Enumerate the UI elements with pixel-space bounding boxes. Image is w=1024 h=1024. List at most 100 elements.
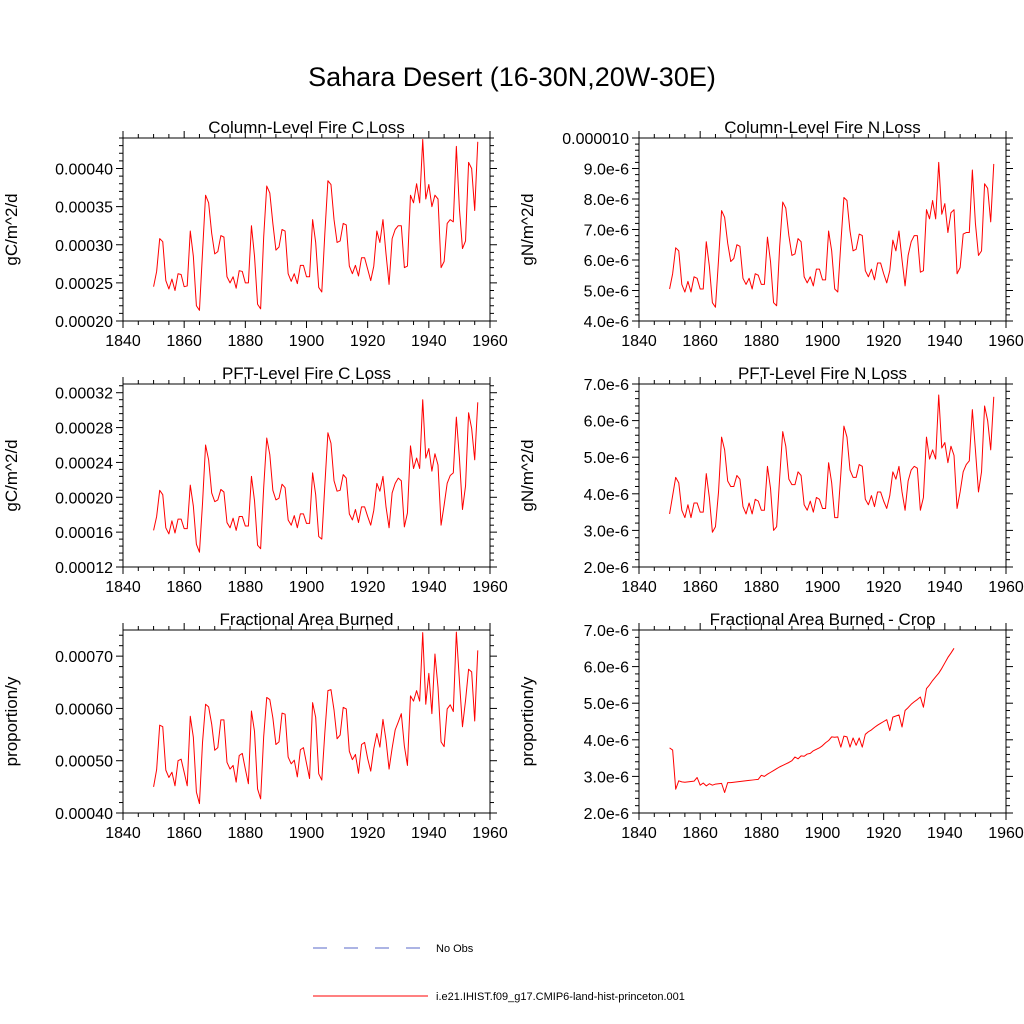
y-tick-label: 0.00028 bbox=[55, 421, 113, 438]
legend-label-2: i.e21.IHIST.f09_g17.CMIP6-land-hist-prin… bbox=[436, 991, 685, 1003]
y-tick-label: 6.0e-6 bbox=[584, 253, 629, 270]
data-series-line bbox=[669, 161, 995, 308]
panel-title: Column-Level Fire C Loss bbox=[208, 118, 405, 137]
y-tick-label: 0.00050 bbox=[55, 754, 113, 771]
y-axis-label: gN/m^2/d bbox=[518, 439, 537, 511]
y-tick-label: 0.00032 bbox=[55, 386, 113, 403]
x-tick-label: 1860 bbox=[682, 333, 718, 350]
plot-frame bbox=[122, 383, 491, 568]
data-series-line bbox=[153, 399, 479, 553]
y-axis-label: gC/m^2/d bbox=[2, 193, 21, 265]
plot-frame bbox=[638, 629, 1007, 814]
x-tick-label: 1940 bbox=[927, 579, 963, 596]
data-series-line bbox=[669, 394, 995, 533]
x-tick-label: 1880 bbox=[744, 825, 780, 842]
panel-title: Fractional Area Burned - Crop bbox=[710, 610, 936, 629]
plot-frame bbox=[122, 137, 491, 322]
x-tick-label: 1960 bbox=[472, 579, 508, 596]
x-tick-label: 1880 bbox=[744, 579, 780, 596]
data-series-line bbox=[669, 648, 955, 793]
x-tick-label: 1900 bbox=[805, 579, 841, 596]
x-tick-label: 1920 bbox=[866, 579, 902, 596]
y-tick-label: 4.0e-6 bbox=[584, 314, 629, 331]
x-tick-label: 1900 bbox=[289, 333, 325, 350]
x-tick-label: 1860 bbox=[166, 579, 202, 596]
x-tick-label: 1960 bbox=[988, 333, 1024, 350]
panel-title: Fractional Area Burned bbox=[220, 610, 394, 629]
x-tick-label: 1960 bbox=[472, 825, 508, 842]
chart-panel-3: PFT-Level Fire C Loss gC/m^2/d 1840 1860 188… bbox=[2, 364, 508, 596]
x-tick-label: 1860 bbox=[682, 579, 718, 596]
panel-title: Column-Level Fire N Loss bbox=[724, 118, 921, 137]
figure-title: Sahara Desert (16-30N,20W-30E) bbox=[308, 62, 716, 92]
y-axis-label: proportion/y bbox=[518, 676, 537, 766]
y-tick-label: 0.00060 bbox=[55, 701, 113, 718]
y-tick-label: 6.0e-6 bbox=[584, 660, 629, 677]
plot-frame bbox=[638, 383, 1007, 568]
y-axis-label: proportion/y bbox=[2, 676, 21, 766]
y-tick-label: 0.00024 bbox=[55, 455, 113, 472]
x-tick-label: 1940 bbox=[411, 333, 447, 350]
x-tick-label: 1840 bbox=[621, 579, 657, 596]
y-tick-label: 0.00040 bbox=[55, 162, 113, 179]
x-tick-label: 1900 bbox=[289, 825, 325, 842]
x-tick-label: 1920 bbox=[866, 333, 902, 350]
y-tick-label: 0.00020 bbox=[55, 490, 113, 507]
y-axis-label: gN/m^2/d bbox=[518, 193, 537, 265]
x-tick-label: 1920 bbox=[350, 825, 386, 842]
x-tick-label: 1880 bbox=[228, 579, 264, 596]
x-tick-label: 1840 bbox=[621, 333, 657, 350]
x-tick-label: 1860 bbox=[166, 825, 202, 842]
y-tick-label: 2.0e-6 bbox=[584, 806, 629, 823]
y-tick-label: 6.0e-6 bbox=[584, 414, 629, 431]
data-series-line bbox=[153, 631, 479, 805]
chart-panel-2: Column-Level Fire N Loss gN/m^2/d 1840 1860… bbox=[518, 118, 1024, 350]
y-tick-label: 0.00070 bbox=[55, 649, 113, 666]
chart-panel-1: Column-Level Fire C Loss gC/m^2/d 1840 1860… bbox=[2, 118, 508, 350]
y-tick-label: 7.0e-6 bbox=[584, 223, 629, 240]
x-tick-label: 1860 bbox=[682, 825, 718, 842]
y-tick-label: 0.00025 bbox=[55, 276, 113, 293]
legend-label-1: No Obs bbox=[436, 943, 474, 955]
y-tick-label: 4.0e-6 bbox=[584, 733, 629, 750]
x-tick-label: 1960 bbox=[472, 333, 508, 350]
x-tick-label: 1900 bbox=[805, 333, 841, 350]
y-tick-label: 3.0e-6 bbox=[584, 769, 629, 786]
x-tick-label: 1900 bbox=[805, 825, 841, 842]
y-tick-label: 2.0e-6 bbox=[584, 560, 629, 577]
x-tick-label: 1960 bbox=[988, 579, 1024, 596]
x-tick-label: 1960 bbox=[988, 825, 1024, 842]
y-tick-label: 0.00012 bbox=[55, 560, 113, 577]
y-tick-label: 0.00016 bbox=[55, 525, 113, 542]
x-tick-label: 1840 bbox=[621, 825, 657, 842]
panel-title: PFT-Level Fire C Loss bbox=[222, 364, 391, 383]
x-tick-label: 1840 bbox=[105, 825, 141, 842]
x-tick-label: 1860 bbox=[166, 333, 202, 350]
x-tick-label: 1900 bbox=[289, 579, 325, 596]
chart-panel-6: Fractional Area Burned - Crop proportion/… bbox=[518, 610, 1024, 842]
data-series-line bbox=[153, 139, 479, 311]
chart-panel-4: PFT-Level Fire N Loss gN/m^2/d 1840 1860 188… bbox=[518, 364, 1024, 596]
y-tick-label: 7.0e-6 bbox=[584, 377, 629, 394]
legend: No Obs i.e21.IHIST.f09_g17.CMIP6-land-his… bbox=[313, 943, 685, 1003]
x-tick-label: 1940 bbox=[411, 825, 447, 842]
y-tick-label: 0.00040 bbox=[55, 806, 113, 823]
y-tick-label: 9.0e-6 bbox=[584, 162, 629, 179]
y-tick-label: 5.0e-6 bbox=[584, 696, 629, 713]
panel-title: PFT-Level Fire N Loss bbox=[738, 364, 907, 383]
y-tick-label: 0.00035 bbox=[55, 200, 113, 217]
x-tick-label: 1840 bbox=[105, 579, 141, 596]
x-tick-label: 1880 bbox=[228, 333, 264, 350]
y-tick-label: 0.000010 bbox=[562, 131, 629, 148]
x-tick-label: 1920 bbox=[350, 333, 386, 350]
x-tick-label: 1940 bbox=[927, 333, 963, 350]
plot-frame bbox=[638, 137, 1007, 322]
chart-panel-5: Fractional Area Burned proportion/y 1840 18… bbox=[2, 610, 508, 842]
x-tick-label: 1880 bbox=[744, 333, 780, 350]
y-tick-label: 5.0e-6 bbox=[584, 284, 629, 301]
y-tick-label: 7.0e-6 bbox=[584, 623, 629, 640]
x-tick-label: 1940 bbox=[927, 825, 963, 842]
x-tick-label: 1840 bbox=[105, 333, 141, 350]
x-tick-label: 1880 bbox=[228, 825, 264, 842]
